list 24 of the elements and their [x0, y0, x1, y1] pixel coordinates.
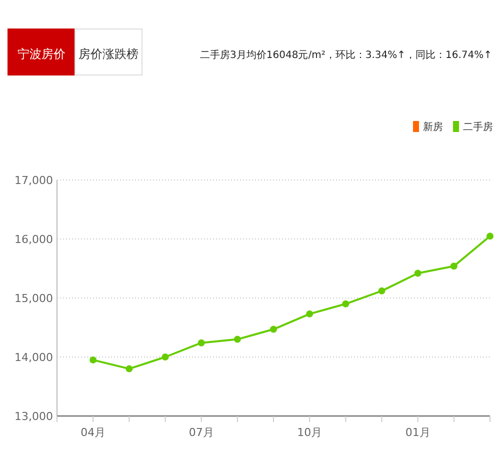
y-tick-label: 13,000: [14, 410, 53, 423]
point: [162, 354, 169, 360]
x-tick-label: 04月: [80, 426, 106, 439]
point: [126, 365, 133, 372]
legend-label: 二手房: [463, 121, 493, 133]
point: [270, 326, 277, 333]
point: [306, 310, 314, 318]
point: [414, 270, 422, 277]
point: [198, 339, 205, 346]
point: [378, 287, 386, 294]
point: [234, 336, 241, 343]
legend-label: 新房: [423, 121, 443, 133]
x-tick-label: 07月: [188, 426, 214, 439]
point: [90, 356, 97, 364]
x-tick-label: 01月: [405, 426, 430, 439]
chart-title: 二手房3月均价16048元/m²，环比：3.34%↑，同比：16.74%↑: [200, 49, 492, 61]
y-tick-label: 16,000: [14, 233, 53, 246]
point: [342, 300, 350, 308]
x-tick-label: 10月: [297, 426, 322, 439]
point: [450, 262, 458, 270]
y-tick-label: 17,000: [14, 174, 53, 187]
y-tick-label: 15,000: [14, 292, 53, 305]
y-tick-label: 14,000: [14, 351, 53, 364]
point: [486, 232, 494, 240]
